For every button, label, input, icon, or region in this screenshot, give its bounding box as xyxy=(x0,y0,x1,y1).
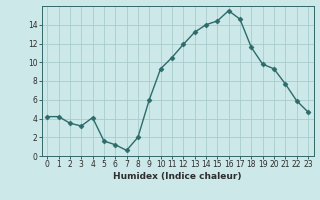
X-axis label: Humidex (Indice chaleur): Humidex (Indice chaleur) xyxy=(113,172,242,181)
